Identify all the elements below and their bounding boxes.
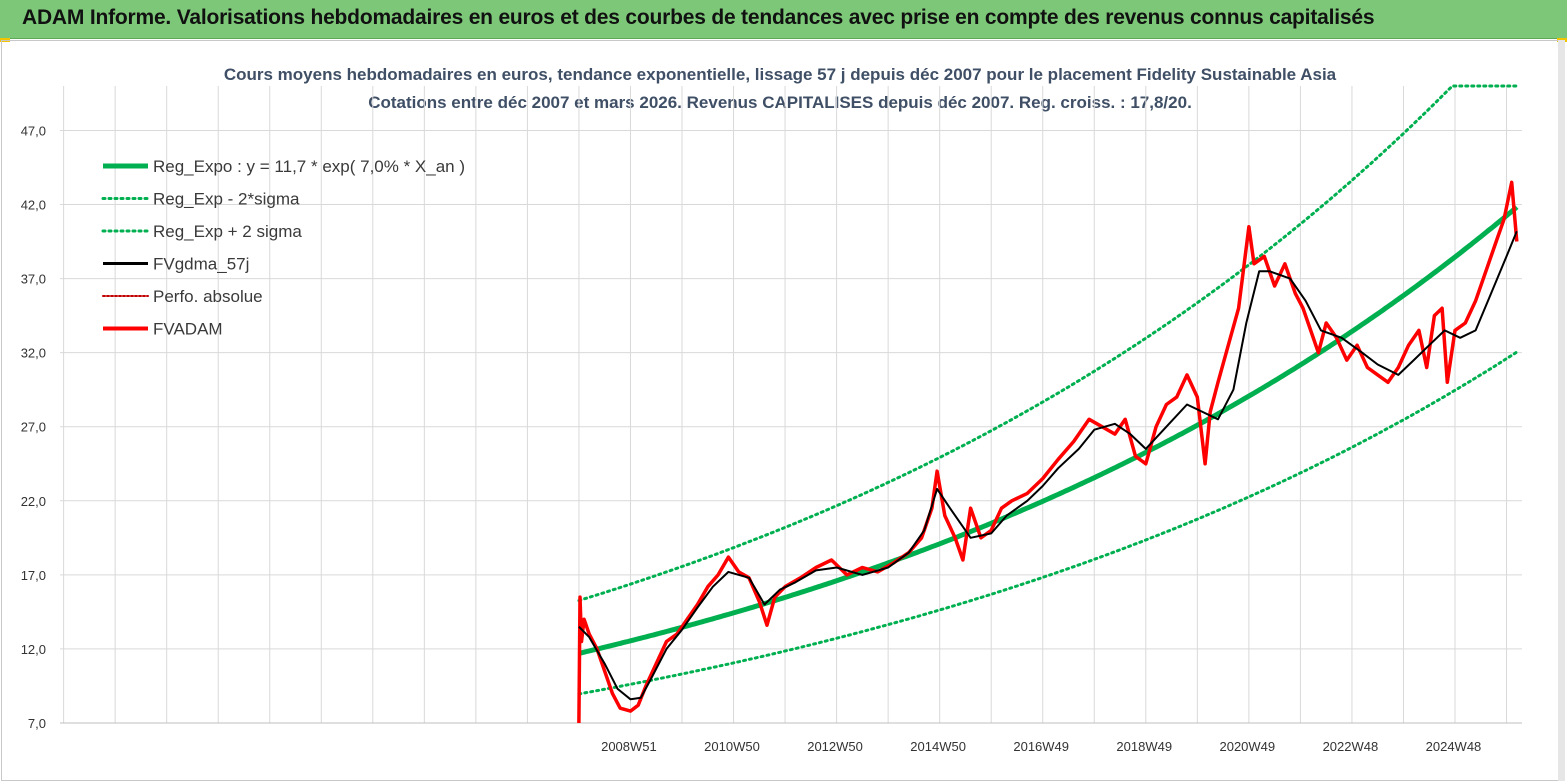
- chart-title: Cours moyens hebdomadaires en euros, ten…: [224, 65, 1337, 84]
- legend-label: FVADAM: [153, 320, 223, 339]
- legend: Reg_Expo : y = 11,7 * exp( 7,0% * X_an )…: [101, 157, 465, 339]
- legend-label: Reg_Exp - 2*sigma: [153, 190, 300, 209]
- legend-label: Perfo. absolue: [153, 287, 263, 306]
- y-tick-label: 32,0: [21, 346, 46, 361]
- y-tick-label: 42,0: [21, 198, 46, 213]
- side-scrollbar-strip: [1558, 40, 1565, 781]
- x-tick-label: 2020W49: [1219, 739, 1275, 754]
- y-tick-label: 47,0: [21, 123, 46, 138]
- x-tick-label: 2008W51: [601, 739, 657, 754]
- x-tick-label: 2010W50: [704, 739, 760, 754]
- banner-title: ADAM Informe. Valorisations hebdomadaire…: [22, 6, 1375, 29]
- series-reg-exp-plus-2-sigma: [577, 84, 1519, 602]
- x-axis: 2008W51 2010W50 2012W50 2014W50 2016W49 2018W…: [60, 722, 1522, 754]
- y-tick-label: 22,0: [21, 494, 46, 509]
- series-fvgdma-57j: [578, 230, 1518, 701]
- gridlines: [60, 86, 1522, 724]
- legend-label: FVgdma_57j: [153, 255, 249, 274]
- x-tick-label: 2024W48: [1426, 739, 1482, 754]
- chart-subtitle: Cotations entre déc 2007 et mars 2026. R…: [368, 93, 1192, 112]
- y-axis: 7,0 12,0 17,0 22,0 27,0 32,0 37,0 42,0 47,0: [21, 123, 46, 731]
- report-banner: ADAM Informe. Valorisations hebdomadaire…: [0, 0, 1567, 39]
- y-tick-label: 12,0: [21, 642, 46, 657]
- x-tick-label: 2016W49: [1013, 739, 1069, 754]
- x-tick-label: 2018W49: [1116, 739, 1172, 754]
- y-tick-label: 7,0: [28, 716, 46, 731]
- plot-area: [577, 84, 1519, 724]
- legend-label: Reg_Expo : y = 11,7 * exp( 7,0% * X_an ): [153, 157, 465, 176]
- x-tick-label: 2014W50: [910, 739, 966, 754]
- y-tick-label: 27,0: [21, 420, 46, 435]
- series-fvadam: [577, 180, 1519, 724]
- series-reg-expo: [578, 205, 1519, 656]
- y-tick-label: 37,0: [21, 272, 46, 287]
- legend-label: Reg_Exp + 2 sigma: [153, 222, 302, 241]
- y-tick-label: 17,0: [21, 568, 46, 583]
- x-tick-label: 2022W48: [1323, 739, 1379, 754]
- x-tick-label: 2012W50: [807, 739, 863, 754]
- series-reg-exp-minus-2-sigma: [577, 350, 1519, 696]
